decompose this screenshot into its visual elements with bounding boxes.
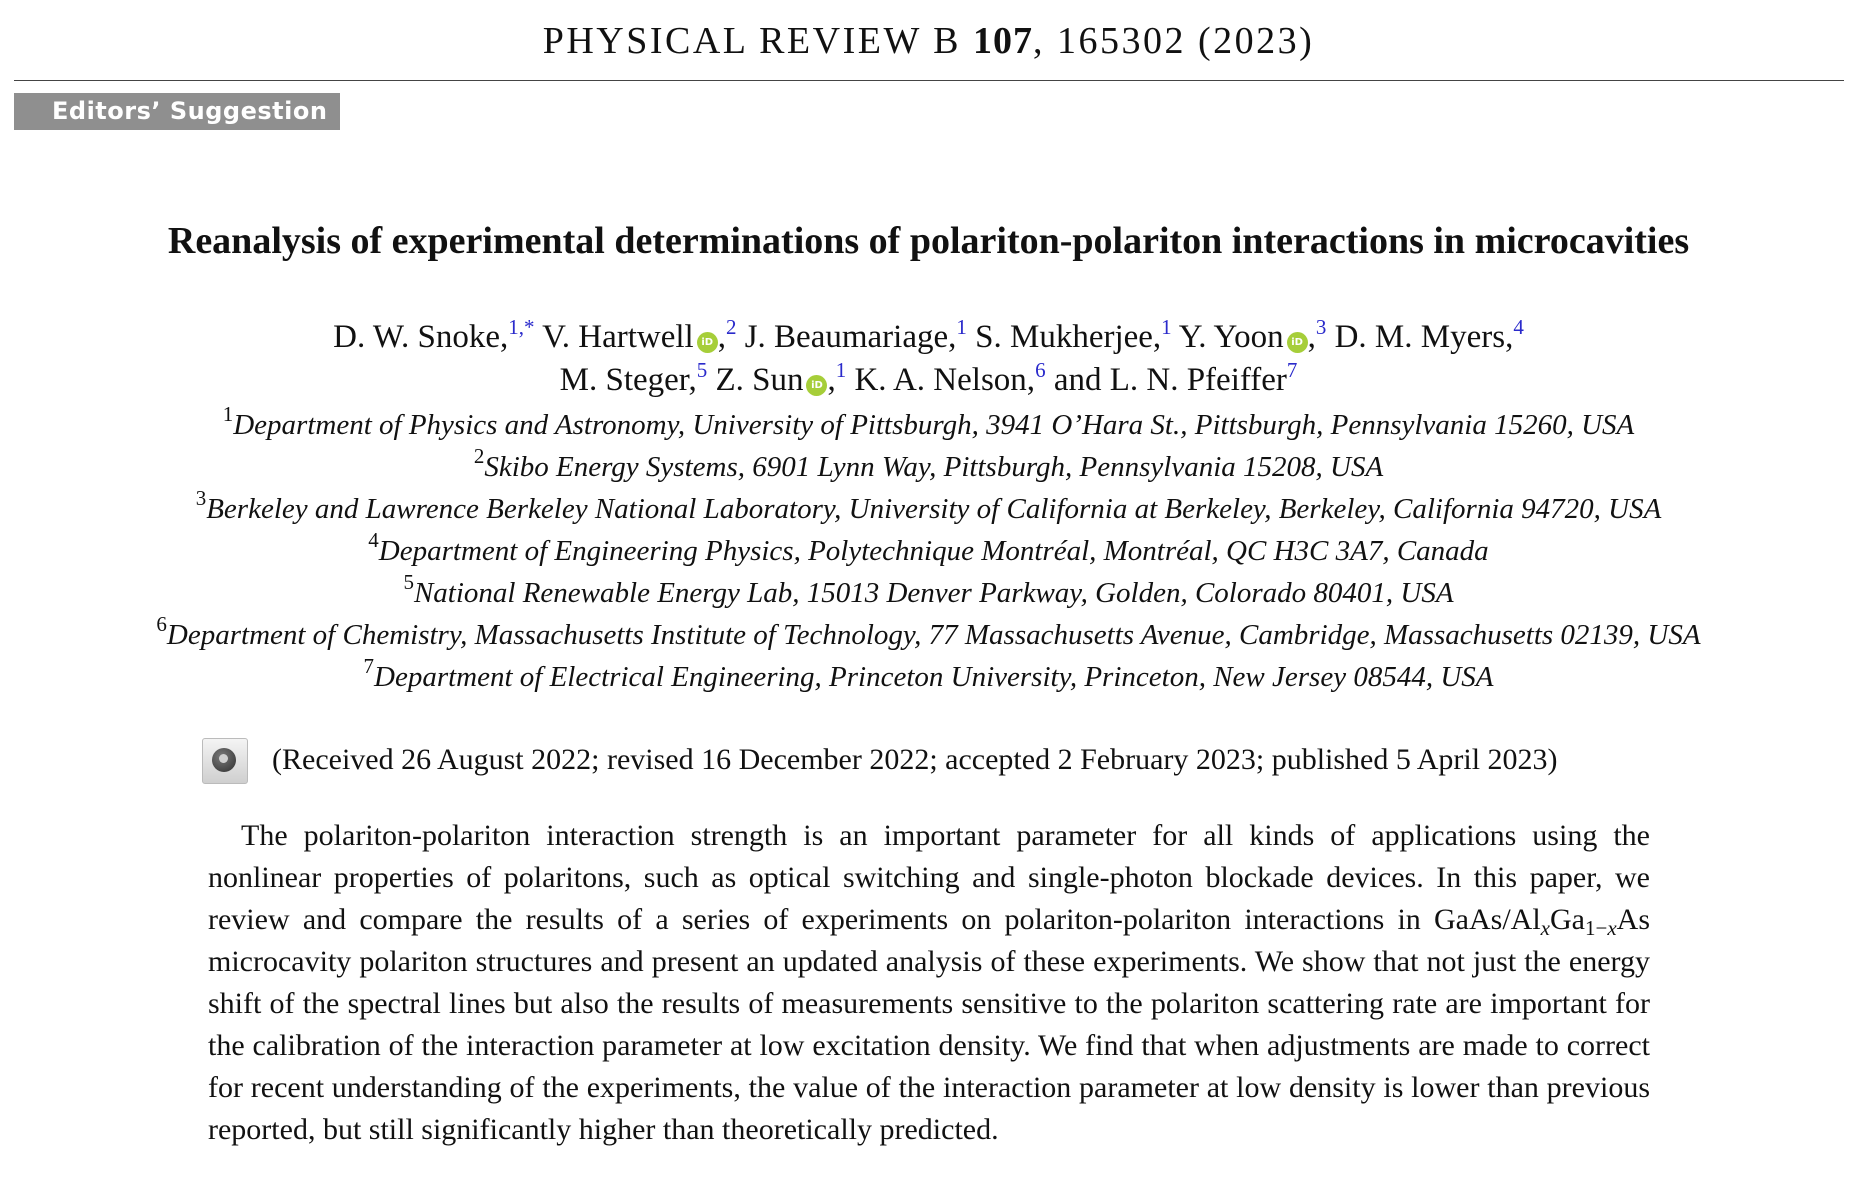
affiliation: 1Department of Physics and Astronomy, Un… <box>222 402 1635 442</box>
abstract: The polariton-polariton interaction stre… <box>208 819 1650 1146</box>
affiliation-ref[interactable]: 6 <box>1035 358 1046 382</box>
affiliation-ref[interactable]: 1 <box>956 315 967 339</box>
author: D. W. Snoke,1,* <box>333 315 535 356</box>
author: M. Steger,5 <box>559 358 708 399</box>
orcid-icon[interactable]: iD <box>806 375 828 396</box>
affiliation: 2Skibo Energy Systems, 6901 Lynn Way, Pi… <box>473 444 1384 484</box>
author: K. A. Nelson,6 <box>854 358 1046 399</box>
affiliation: 4Department of Engineering Physics, Poly… <box>368 528 1489 568</box>
journal-volume: 107 <box>972 20 1033 62</box>
affiliation: 6Department of Chemistry, Massachusetts … <box>156 612 1701 652</box>
affiliation: 7Department of Electrical Engineering, P… <box>363 654 1494 694</box>
dates-text: (Received 26 August 2022; revised 16 Dec… <box>272 743 1558 776</box>
author: and L. N. Pfeiffer7 <box>1053 358 1298 399</box>
author: Y. Yoon iD ,3 <box>1178 315 1327 356</box>
author: Z. Sun iD ,1 <box>715 358 847 399</box>
author: V. Hartwell iD ,2 <box>542 315 737 356</box>
author-list: D. W. Snoke,1,* V. Hartwell iD ,2 J. Beaum… <box>0 316 1857 402</box>
journal-header: PHYSICAL REVIEW B 107, 165302 (2023) <box>0 22 1857 60</box>
crossmark-icon[interactable] <box>202 738 248 784</box>
author: D. M. Myers,4 <box>1334 315 1524 356</box>
affiliation: 5National Renewable Energy Lab, 15013 De… <box>403 570 1454 610</box>
affiliation-list: 1Department of Physics and Astronomy, Un… <box>0 404 1857 698</box>
affiliation-ref[interactable]: 4 <box>1513 315 1524 339</box>
affiliation-ref[interactable]: 3 <box>1315 315 1327 339</box>
author: J. Beaumariage,1 <box>744 315 967 356</box>
affiliation-ref[interactable]: 1 <box>835 358 847 382</box>
editors-suggestion-badge: Editors’ Suggestion <box>14 93 340 130</box>
affiliation: 3Berkeley and Lawrence Berkeley National… <box>195 486 1662 526</box>
affiliation-ref[interactable]: 2 <box>725 315 737 339</box>
publication-dates: (Received 26 August 2022; revised 16 Dec… <box>0 738 1857 784</box>
affiliation-ref[interactable]: 5 <box>696 358 708 382</box>
journal-citation: , 165302 (2023) <box>1032 20 1315 62</box>
journal-name: PHYSICAL REVIEW B <box>542 20 961 62</box>
paper-title: Reanalysis of experimental determination… <box>167 220 1690 262</box>
affiliation-ref[interactable]: 7 <box>1286 358 1298 382</box>
author: S. Mukherjee,1 <box>975 315 1172 356</box>
affiliation-ref[interactable]: 1,* <box>508 315 535 339</box>
header-rule <box>14 80 1844 81</box>
orcid-icon[interactable]: iD <box>696 332 718 353</box>
affiliation-ref[interactable]: 1 <box>1161 315 1172 339</box>
orcid-icon[interactable]: iD <box>1286 332 1308 353</box>
